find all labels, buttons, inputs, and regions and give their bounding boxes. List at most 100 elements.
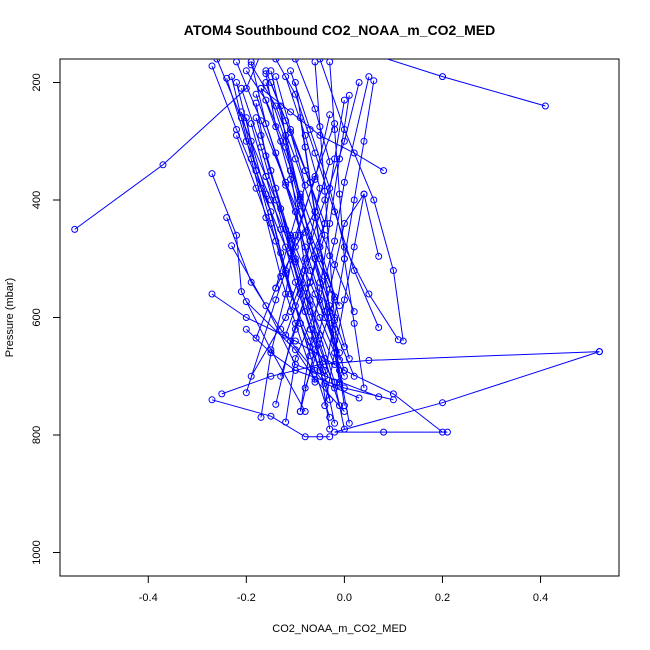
data-point (326, 308, 334, 316)
data-point (208, 62, 216, 70)
data-point (208, 290, 216, 298)
data-point (242, 325, 250, 333)
data-point (233, 79, 240, 86)
data-point (350, 308, 358, 316)
data-point (394, 336, 402, 344)
data-point (247, 120, 255, 128)
series-line (245, 301, 345, 412)
series-line (245, 123, 336, 393)
profile-series (331, 348, 603, 436)
data-point (237, 114, 245, 122)
data-point (375, 324, 383, 331)
data-point (267, 67, 275, 75)
data-point (340, 178, 348, 186)
data-point (282, 269, 290, 277)
data-point (287, 231, 294, 239)
data-point (316, 59, 324, 63)
y-axis-label: Pressure (mbar) (4, 278, 16, 357)
data-point (331, 428, 339, 436)
data-point (340, 243, 348, 251)
data-point (326, 158, 334, 166)
data-point (287, 67, 294, 75)
data-point (291, 90, 299, 98)
data-point (252, 334, 260, 342)
data-point (213, 59, 221, 63)
data-point (272, 237, 280, 245)
data-point (291, 59, 299, 63)
series-line (265, 73, 355, 377)
data-point (296, 408, 304, 415)
data-point (389, 267, 397, 274)
y-tick-label: 800 (31, 426, 43, 444)
profile-series (296, 114, 353, 427)
data-point (443, 428, 451, 436)
data-point (267, 220, 275, 227)
data-point (345, 91, 353, 99)
data-point (228, 73, 236, 81)
data-point (228, 242, 236, 250)
data-point (296, 193, 304, 201)
data-point (340, 96, 348, 104)
data-point (321, 187, 329, 195)
data-point (257, 84, 265, 92)
x-axis-label: CO2_NOAA_m_CO2_MED (272, 623, 407, 635)
data-point (291, 278, 299, 286)
data-point (272, 59, 280, 63)
y-tick-label: 200 (31, 73, 43, 91)
y-tick-label: 1000 (31, 540, 43, 564)
data-point (316, 131, 324, 139)
data-point (331, 314, 339, 321)
data-point (439, 399, 446, 407)
data-point (311, 255, 319, 263)
profile-series (272, 59, 334, 292)
data-point (301, 384, 309, 392)
data-point (366, 50, 372, 56)
data-point (340, 366, 348, 374)
y-axis: 200 400 600 800 1000 (31, 73, 60, 565)
data-point (267, 372, 275, 380)
data-point (257, 131, 265, 139)
data-point (296, 319, 304, 327)
data-point (311, 175, 319, 183)
data-point (311, 366, 319, 374)
x-tick-label: 0.4 (533, 592, 548, 604)
data-point (316, 123, 324, 131)
chart-title: ATOM4 Southbound CO2_NOAA_m_CO2_MED (184, 22, 495, 38)
data-point (350, 196, 358, 204)
profile-series (316, 59, 407, 345)
series-line (299, 95, 350, 412)
profile-series (366, 50, 549, 110)
series-line (221, 351, 600, 395)
x-tick-label: -0.4 (139, 592, 158, 604)
data-point (365, 290, 373, 298)
data-point (321, 402, 329, 410)
data-point (311, 149, 319, 157)
profile-series (311, 59, 343, 389)
data-point (301, 255, 309, 263)
data-point (595, 348, 603, 356)
data-point (326, 396, 334, 404)
data-point (360, 190, 368, 198)
data-point (380, 167, 388, 175)
data-point (291, 337, 299, 345)
data-point (311, 105, 319, 113)
x-tick-label: 0.2 (435, 592, 450, 604)
series-line (334, 351, 600, 433)
series-line (385, 59, 546, 107)
data-point (252, 99, 260, 107)
series-layer (71, 50, 603, 441)
x-axis: -0.4 -0.2 0.0 0.2 0.4 (139, 576, 548, 604)
data-point (291, 366, 299, 374)
data-point (331, 419, 339, 427)
data-point (321, 308, 329, 316)
series-line (226, 78, 345, 377)
data-point (389, 390, 397, 398)
y-tick-label: 600 (31, 308, 43, 326)
profile-series (71, 59, 260, 233)
data-point (306, 296, 314, 304)
series-line (275, 59, 331, 289)
data-point (331, 261, 339, 269)
data-point (331, 378, 339, 386)
series-line (211, 399, 330, 438)
